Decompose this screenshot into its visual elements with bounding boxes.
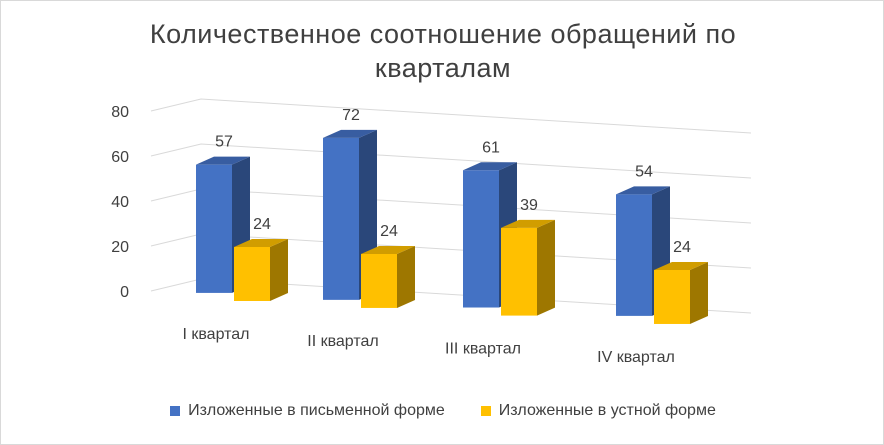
data-label-oral-4: 24 xyxy=(673,239,691,256)
gridline-60 xyxy=(150,143,752,179)
bar-side-oral-3 xyxy=(537,219,555,316)
bar-top-oral-4 xyxy=(654,261,708,270)
bar-written-1 xyxy=(196,164,232,293)
data-label-written-4: 54 xyxy=(635,163,653,180)
x-tick-label-2: II квартал xyxy=(307,333,378,350)
legend-swatch-written xyxy=(170,406,181,416)
bar-top-written-4 xyxy=(616,186,670,195)
data-label-oral-3: 39 xyxy=(520,197,538,214)
bar-top-oral-3 xyxy=(501,219,555,228)
y-tick-label-0: 0 xyxy=(120,284,129,301)
y-tick-label-40: 40 xyxy=(111,194,129,211)
bar-oral-2 xyxy=(361,253,397,308)
data-label-written-3: 61 xyxy=(482,139,500,156)
legend-swatch-oral xyxy=(480,406,491,416)
bar-top-oral-2 xyxy=(361,245,415,254)
bar-side-oral-2 xyxy=(397,245,415,308)
data-label-written-2: 72 xyxy=(342,107,360,124)
chart-title-line-2: кварталам xyxy=(374,53,512,83)
chart-plot: 0 20 40 60 80 57 24 I квартал 72 24 II квартал 61 39… xyxy=(111,98,752,366)
legend-label-written: Изложенные в письменной форме xyxy=(188,402,445,419)
y-tick-label-20: 20 xyxy=(111,239,129,256)
bar-top-written-1 xyxy=(196,156,250,165)
legend-label-oral: Изложенные в устной форме xyxy=(498,402,716,419)
bar-written-3 xyxy=(463,170,499,308)
legend-item-oral: Изложенные в устной форме xyxy=(480,402,716,420)
bar-top-oral-1 xyxy=(234,238,288,247)
data-label-oral-1: 24 xyxy=(253,216,271,233)
bar-oral-1 xyxy=(234,246,270,301)
bar-written-2 xyxy=(323,137,359,300)
gridline-80 xyxy=(150,98,752,134)
data-label-oral-2: 24 xyxy=(380,223,398,240)
bar-oral-4 xyxy=(654,269,690,324)
x-tick-label-1: I квартал xyxy=(182,326,249,343)
data-label-written-1: 57 xyxy=(215,134,233,151)
bar-oral-3 xyxy=(501,227,537,316)
y-tick-label-60: 60 xyxy=(111,149,129,166)
bar-written-4 xyxy=(616,194,652,316)
bar-side-oral-4 xyxy=(690,261,708,324)
chart-legend: Изложенные в письменной форме Изложенные… xyxy=(1,402,884,420)
bar-side-oral-1 xyxy=(270,238,288,301)
legend-item-written: Изложенные в письменной форме xyxy=(170,402,445,420)
x-tick-label-4: IV квартал xyxy=(597,349,675,366)
chart-title-line-1: Количественное соотношение обращений по xyxy=(149,19,737,49)
y-tick-label-80: 80 xyxy=(111,104,129,121)
bar-top-written-3 xyxy=(463,162,517,171)
x-tick-label-3: III квартал xyxy=(445,341,521,358)
bar-top-written-2 xyxy=(323,129,377,138)
